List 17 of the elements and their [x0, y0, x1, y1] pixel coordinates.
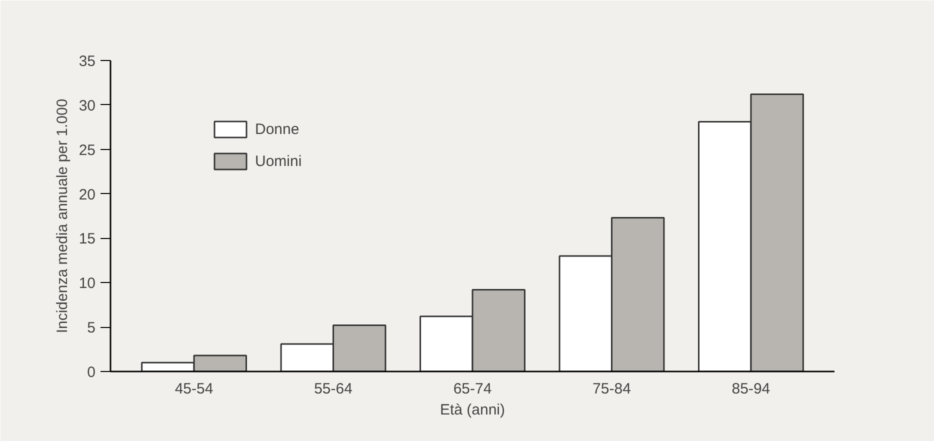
y-tick-label: 10	[78, 275, 96, 292]
y-tick-label: 35	[78, 53, 96, 70]
y-axis-title: Incidenza media annuale per 1.000	[54, 98, 71, 334]
y-tick-label: 20	[78, 186, 96, 204]
x-axis-title: Età (anni)	[440, 402, 506, 418]
legend-label: Donne	[255, 120, 300, 138]
y-tick-label: 30	[78, 97, 96, 114]
x-tick-label: 85-94	[732, 380, 770, 398]
y-tick-label: 5	[87, 320, 96, 337]
y-tick-label: 25	[78, 142, 96, 159]
legend-label: Uomini	[255, 152, 302, 170]
x-tick-label: 55-64	[314, 380, 352, 398]
x-tick-label: 65-74	[453, 380, 492, 398]
x-tick-label: 45-54	[174, 380, 214, 398]
y-tick-label: 15	[78, 230, 96, 248]
y-tick-label: 0	[87, 364, 96, 381]
x-tick-label: 75-84	[592, 380, 631, 398]
